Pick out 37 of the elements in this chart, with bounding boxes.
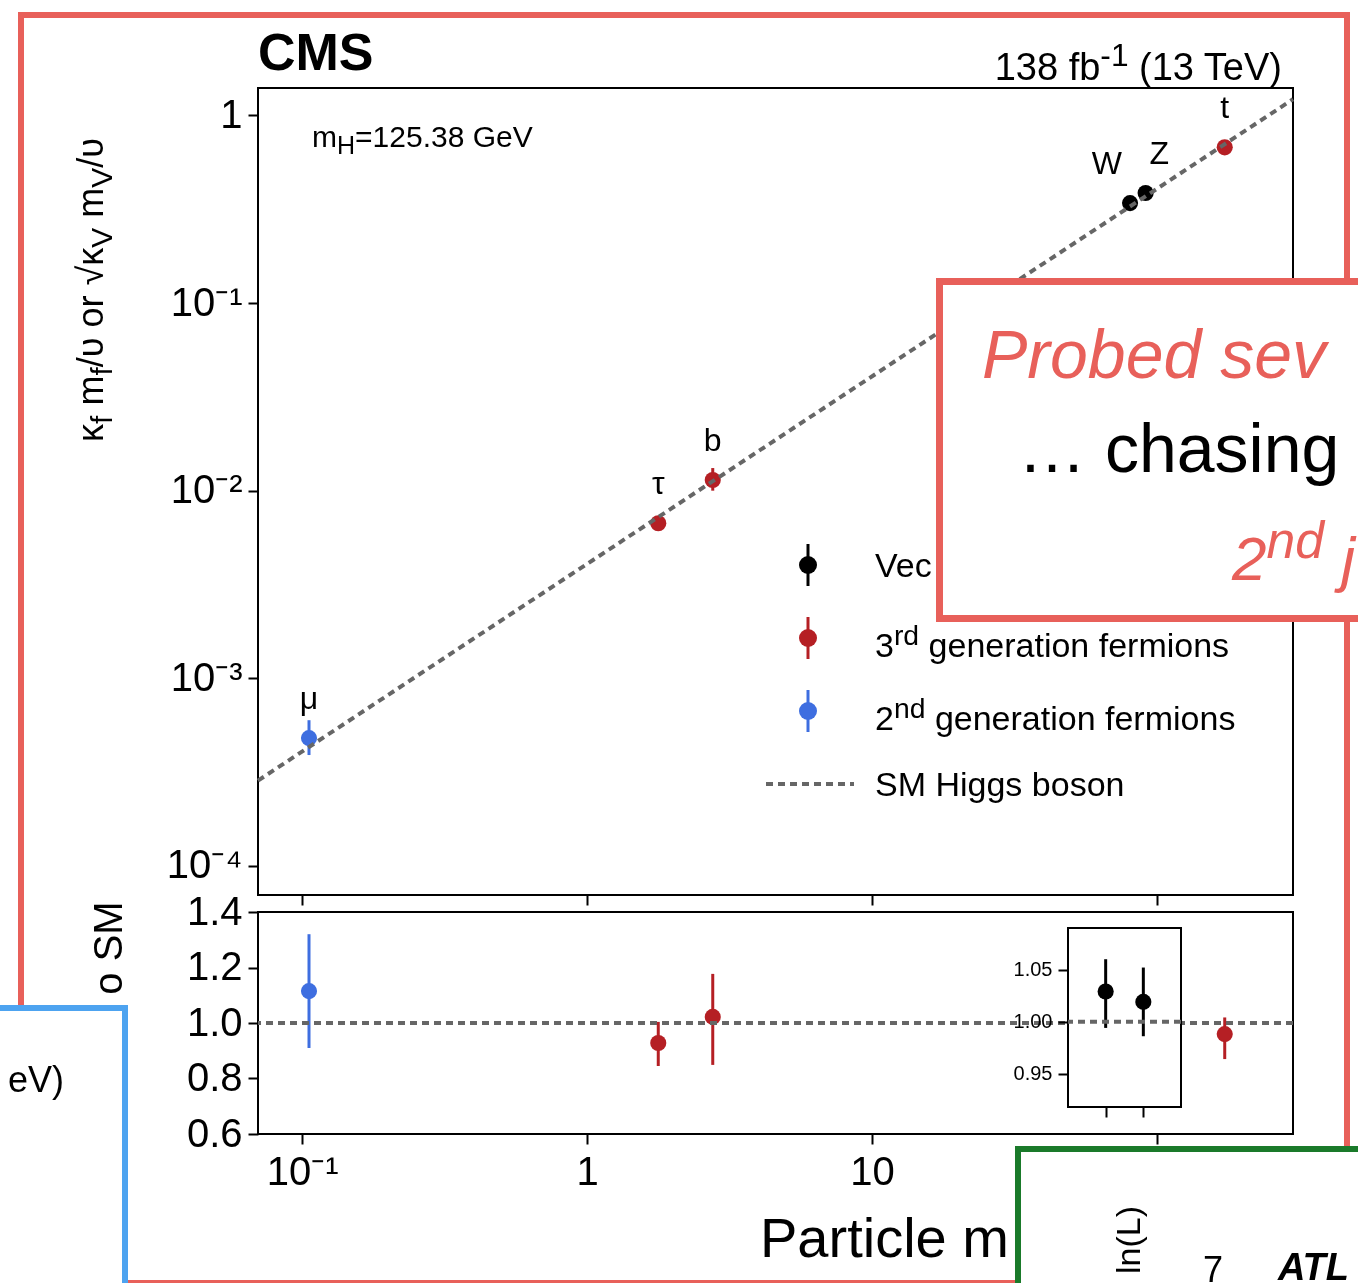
annotation: b (703, 422, 722, 458)
annotation: Z (1149, 134, 1170, 171)
y-tick-label: 10⁻⁴ (166, 842, 243, 887)
text: ATL (1278, 1246, 1350, 1283)
y-tick-label: 1.0 (186, 999, 243, 1044)
x-tick-label: 10 (850, 1148, 895, 1193)
y-tick-label: 0.8 (186, 1055, 243, 1099)
y-tick-label: 1.2 (186, 944, 243, 988)
annotation: … chasing (1018, 410, 1340, 486)
chart-title: CMS (258, 23, 374, 81)
y-tick-label: 0.6 (186, 1110, 243, 1155)
legend-label: 3$^{rd}$ generation fermions (875, 619, 1230, 665)
text: eV) (8, 1059, 65, 1100)
annotation: W (1091, 145, 1123, 182)
legend-label: Vec (875, 546, 932, 584)
x-tick-label: 1 (576, 1148, 599, 1193)
y-tick-label: 1.4 (186, 888, 243, 933)
y-tick-label: 1.00 (1013, 1010, 1053, 1033)
legend-label: 2$^{nd}$ generation fermions (875, 692, 1236, 738)
chart-subtitle: 138 fb$^{-1}$ (13 TeV) (994, 37, 1282, 88)
x-tick-label: 10⁻¹ (266, 1148, 339, 1193)
x-axis-title: Particle m (760, 1206, 1009, 1269)
annotation: t (1220, 89, 1230, 126)
y-tick-label: 1.05 (1013, 958, 1053, 981)
text: 7 (1203, 1249, 1224, 1283)
y-axis-title: o SM (86, 901, 130, 995)
text: ln(L) (1109, 1205, 1147, 1275)
y-tick-label: 10⁻³ (170, 654, 243, 699)
y-tick-label: 1 (220, 91, 243, 136)
annotation: m$_{H}$=125.38 GeV (312, 120, 533, 159)
annotation: μ (299, 680, 319, 717)
y-tick-label: 0.95 (1013, 1062, 1053, 1085)
y-tick-label: 10⁻² (170, 467, 243, 512)
y-tick-label: 10⁻¹ (170, 279, 243, 324)
annotation: 2$^{nd}$ j (1232, 511, 1355, 593)
legend-label: SM Higgs boson (875, 765, 1125, 803)
annotation: τ (651, 465, 665, 502)
